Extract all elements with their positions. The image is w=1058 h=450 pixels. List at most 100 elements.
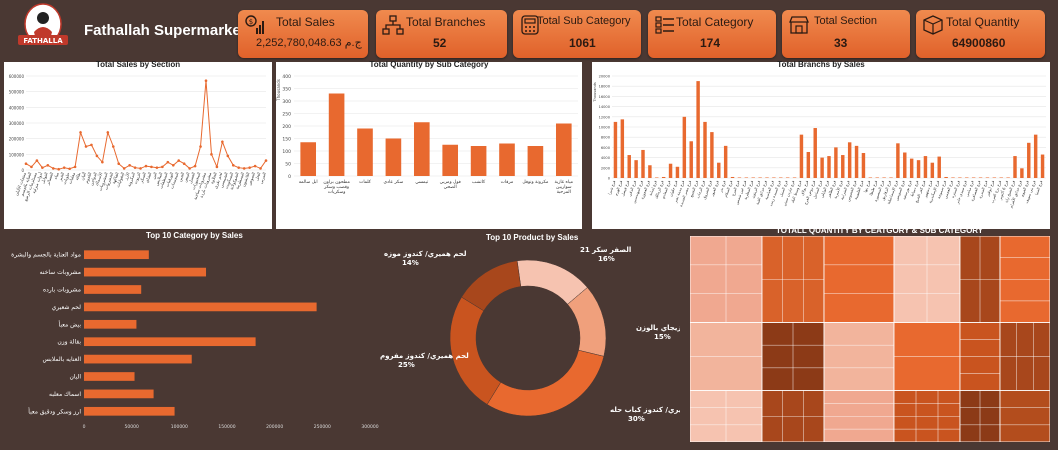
bar [84,250,149,260]
x-tick-label: الزيوت [133,172,142,185]
bar [527,146,544,176]
data-point [84,145,88,148]
slice-percent: 25% [398,361,415,369]
x-tick-label: فرع أبوقير [985,179,996,197]
bar [923,156,928,178]
x-tick-label: الشوكولاتة [229,172,240,191]
chart-title: Total Branchs by Sales [777,60,865,69]
bar [958,177,962,178]
data-point [51,167,55,170]
bar [889,177,893,178]
x-tick-label: فرع حلوان [668,179,679,197]
x-tick-label: كلمات [359,179,372,185]
y-tick-label: 20000 [599,75,611,79]
data-point [144,164,148,168]
data-point [46,164,50,167]
x-tick-label: معلبات [67,172,76,185]
x-tick-label: العصائر [45,172,54,187]
bar [357,128,373,176]
slice-label: لحم هميري/ كندوز كباب حله [610,406,680,414]
x-tick-label: الأرز [123,172,131,182]
sales-by-section-panel: Total Sales by Section 0 100000 200000 3000… [4,60,272,229]
bar [944,176,948,178]
y-tick-label: 400000 [9,105,25,110]
x-tick-label: 150000 [218,424,235,430]
slice-label: لحم هميري/ كندوز مفروم [380,352,469,360]
y-tick-label: بقالة وزن [57,339,81,346]
bar [930,162,935,178]
bar [84,337,256,347]
data-point [111,145,115,148]
kpi-title: Total Branches [406,15,486,29]
x-tick-label: فرع القليوبية [853,179,865,200]
bar [723,145,728,178]
x-tick-label: فرع سموحة [936,179,947,199]
x-tick-label: 0 [83,424,86,430]
data-point [73,165,77,169]
y-tick-label: ارز وسكر ودقيق معبأ [28,406,81,415]
bar [758,177,762,178]
data-point [133,166,137,169]
donut-slice [461,260,522,312]
x-tick-label: مطحون براون وقصب وسكر وسكريات [323,180,350,195]
logo-text: FATHALLA [23,37,63,45]
pos-terminal-icon [521,15,539,35]
treemap-chart [690,236,1050,442]
y-tick-label: 18000 [599,85,611,89]
fathalla-logo: FATHALLA [18,3,68,45]
bar [1020,168,1024,178]
data-point [226,154,230,158]
bar [413,122,430,176]
y-tick-label: 350 [282,87,291,93]
x-tick-label: فول ومربي الصحي [440,180,461,190]
x-tick-label: فرع 6 أكتوبر [997,179,1009,201]
bar [328,93,345,176]
data-point [101,160,104,164]
bar [744,177,749,178]
svg-text:$: $ [249,18,253,26]
bar [668,163,673,178]
kpi-total-quantity: Total Quantity 64900860 [916,10,1045,58]
bar [971,177,976,178]
y-tick-label: العنايه بالملابس [42,356,81,363]
data-point [242,167,246,170]
bar [827,156,831,178]
y-tick-label: 0 [21,168,24,173]
bar [820,157,824,178]
x-tick-label: مرقات [501,180,514,185]
data-point [57,167,61,171]
y-tick-label: 0 [288,174,291,180]
bar [641,149,645,178]
data-point [248,166,251,169]
bar [978,177,983,178]
slice-percent: 14% [402,259,419,267]
x-tick-label: المربى [258,172,267,185]
slice-percent: 15% [654,333,671,341]
chart-title: TOTALL QUANTITY BY CEATGORY & SUB CATEGO… [776,226,984,235]
x-tick-label: فرع فيصل [620,179,630,196]
bar [661,176,666,178]
x-tick-label: فرع السلام [723,179,734,197]
y-tick-label: 0 [608,177,611,181]
x-tick-label: المخبوزات [191,172,202,191]
bar [841,155,845,178]
y-tick-label: 6000 [601,146,611,150]
data-point [117,162,121,166]
data-point [264,159,268,162]
x-tick-label: الخضروات [103,172,114,191]
x-tick-label: مكرونة ونوفل [522,179,549,185]
bar [703,121,707,178]
data-point [199,145,202,148]
y-tick-label: بيض معبأ [59,319,82,328]
x-tick-label: فرع دمياط [909,179,920,197]
data-point [90,143,93,147]
bar [854,145,859,178]
treemap-block [823,236,895,323]
bar [896,143,900,178]
y-tick-label: مشروبات بارده [43,287,81,294]
bar [965,177,969,178]
branches-by-sales-panel: Total Branchs by Sales 0 2000 4000 6000 8000… [592,60,1050,229]
bar [937,156,941,178]
